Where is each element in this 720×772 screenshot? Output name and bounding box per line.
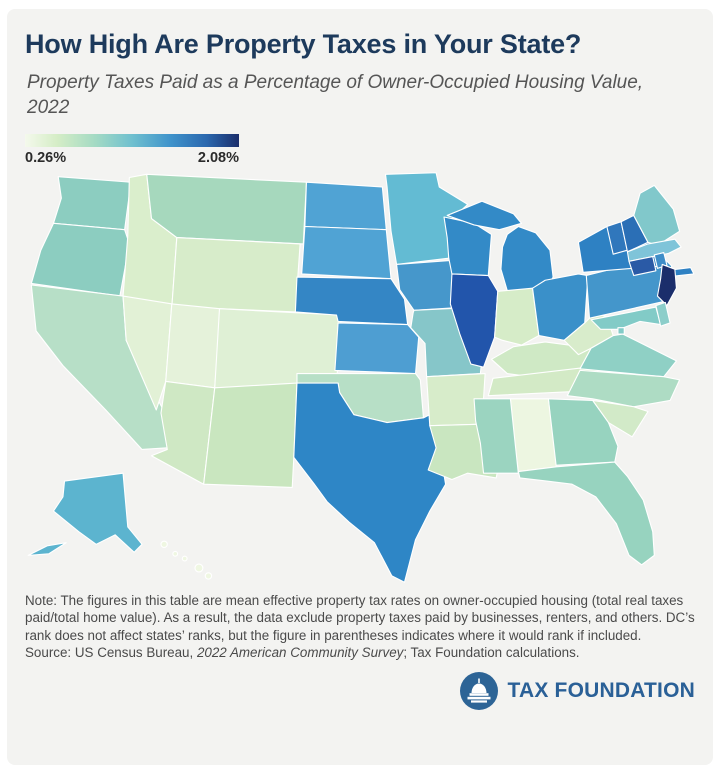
- state-AK[interactable]: [52, 472, 143, 553]
- state-NE[interactable]: [294, 276, 409, 325]
- legend: 0.26% 2.08%: [25, 133, 239, 166]
- state-MT[interactable]: [146, 173, 308, 244]
- source-line: Source: US Census Bureau, 2022 American …: [25, 644, 697, 662]
- page-title: How High Are Property Taxes in Your Stat…: [25, 29, 582, 59]
- state-KS[interactable]: [334, 321, 420, 374]
- state-IL[interactable]: [449, 272, 499, 368]
- state-OR[interactable]: [30, 222, 130, 297]
- note-text: Note: The figures in this table are mean…: [25, 592, 695, 643]
- state-HI[interactable]: [160, 540, 168, 548]
- state-IN[interactable]: [494, 287, 540, 346]
- legend-labels: 0.26% 2.08%: [25, 150, 239, 166]
- state-HI[interactable]: [172, 550, 179, 557]
- state-TX[interactable]: [293, 382, 447, 583]
- source-italic: 2022 American Community Survey: [196, 645, 404, 661]
- capitol-dome-icon: [460, 671, 499, 710]
- state-ND[interactable]: [304, 181, 387, 230]
- state-NM[interactable]: [203, 382, 298, 488]
- state-FL[interactable]: [517, 461, 655, 565]
- state-VA[interactable]: [579, 332, 677, 377]
- tax-foundation-logo: TAX FOUNDATION: [25, 671, 697, 710]
- state-NC[interactable]: [566, 369, 681, 407]
- state-MS[interactable]: [473, 397, 519, 474]
- source-suffix: ; Tax Foundation calculations.: [403, 645, 580, 661]
- state-SD[interactable]: [301, 225, 392, 279]
- state-DC[interactable]: [617, 326, 625, 335]
- infographic-card: How High Are Property Taxes in Your Stat…: [7, 9, 713, 765]
- state-MI-upper-peninsula[interactable]: [446, 200, 523, 230]
- state-AK-aleutians[interactable]: [27, 541, 67, 556]
- legend-gradient-bar: [25, 133, 239, 147]
- state-HI[interactable]: [194, 563, 204, 573]
- state-RI[interactable]: [653, 251, 668, 269]
- state-ME[interactable]: [633, 184, 681, 246]
- state-HI[interactable]: [181, 555, 188, 561]
- legend-max-label: 2.08%: [197, 149, 239, 166]
- state-UT[interactable]: [165, 299, 222, 388]
- us-choropleth-map: [25, 168, 697, 587]
- us-map-svg: [27, 171, 695, 583]
- state-HI[interactable]: [204, 571, 213, 580]
- state-WY[interactable]: [171, 236, 301, 312]
- legend-min-label: 0.26%: [25, 149, 67, 166]
- state-DE[interactable]: [655, 301, 671, 327]
- state-CT[interactable]: [628, 255, 657, 276]
- state-WA[interactable]: [52, 175, 132, 230]
- subtitle: Property Taxes Paid as a Percentage of O…: [27, 72, 644, 119]
- state-NJ[interactable]: [656, 263, 677, 306]
- tax-foundation-wordmark: TAX FOUNDATION: [507, 678, 695, 702]
- state-OH[interactable]: [531, 272, 589, 341]
- source-prefix: Source: US Census Bureau,: [25, 645, 197, 661]
